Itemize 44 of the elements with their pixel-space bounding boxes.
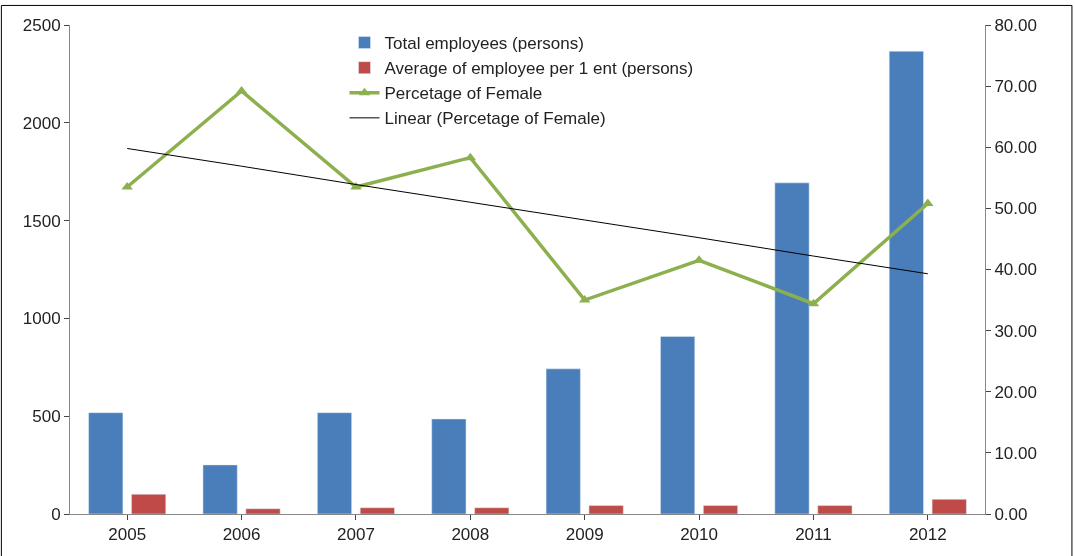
bar [317, 412, 352, 514]
y-tick-label: 0 [51, 504, 61, 524]
y2-tick-label: 60.00 [994, 138, 1037, 158]
bar [931, 499, 967, 514]
bar [888, 50, 924, 514]
x-tick-label: 2007 [337, 525, 375, 545]
x-tick-label: 2011 [795, 525, 832, 545]
legend-label: Percetage of Female [384, 84, 543, 104]
bar [474, 507, 510, 514]
x-tick-label: 2009 [565, 525, 604, 545]
y-tick-label: 2000 [22, 113, 61, 133]
x-tick-label: 2008 [451, 525, 490, 545]
x-tick-label: 2012 [908, 525, 947, 545]
bar [245, 508, 281, 514]
bar [131, 493, 167, 514]
y2-tick-label: 0.00 [994, 504, 1028, 524]
y2-tick-label: 10.00 [994, 443, 1037, 463]
y2-tick-label: 80.00 [994, 15, 1037, 35]
bar [431, 418, 467, 514]
legend-label: Linear (Percetage of Female) [384, 109, 606, 129]
y-tick-label: 2500 [22, 15, 61, 35]
legend-label: Total employees (persons) [384, 34, 584, 54]
x-tick-label: 2010 [680, 525, 718, 545]
y2-tick-label: 30.00 [994, 321, 1037, 341]
bar [88, 412, 124, 514]
y-tick-label: 500 [32, 407, 61, 427]
x-tick-label: 2006 [222, 525, 261, 545]
bar [202, 464, 238, 514]
legend-label: Average of employee per 1 ent (persons) [384, 59, 694, 79]
y-tick-label: 1500 [22, 211, 61, 231]
bar [817, 505, 853, 514]
bar [359, 507, 395, 514]
bar [703, 505, 738, 514]
y2-tick-label: 40.00 [994, 260, 1037, 280]
y-tick-label: 1000 [22, 309, 61, 329]
x-tick-label: 2005 [108, 525, 147, 545]
y2-tick-label: 70.00 [994, 77, 1037, 97]
line-series [126, 147, 929, 275]
bar [545, 368, 581, 514]
bar [588, 505, 624, 514]
bar [774, 182, 810, 514]
bar [660, 336, 696, 514]
y2-tick-label: 50.00 [994, 199, 1037, 219]
y2-tick-label: 20.00 [994, 382, 1037, 402]
